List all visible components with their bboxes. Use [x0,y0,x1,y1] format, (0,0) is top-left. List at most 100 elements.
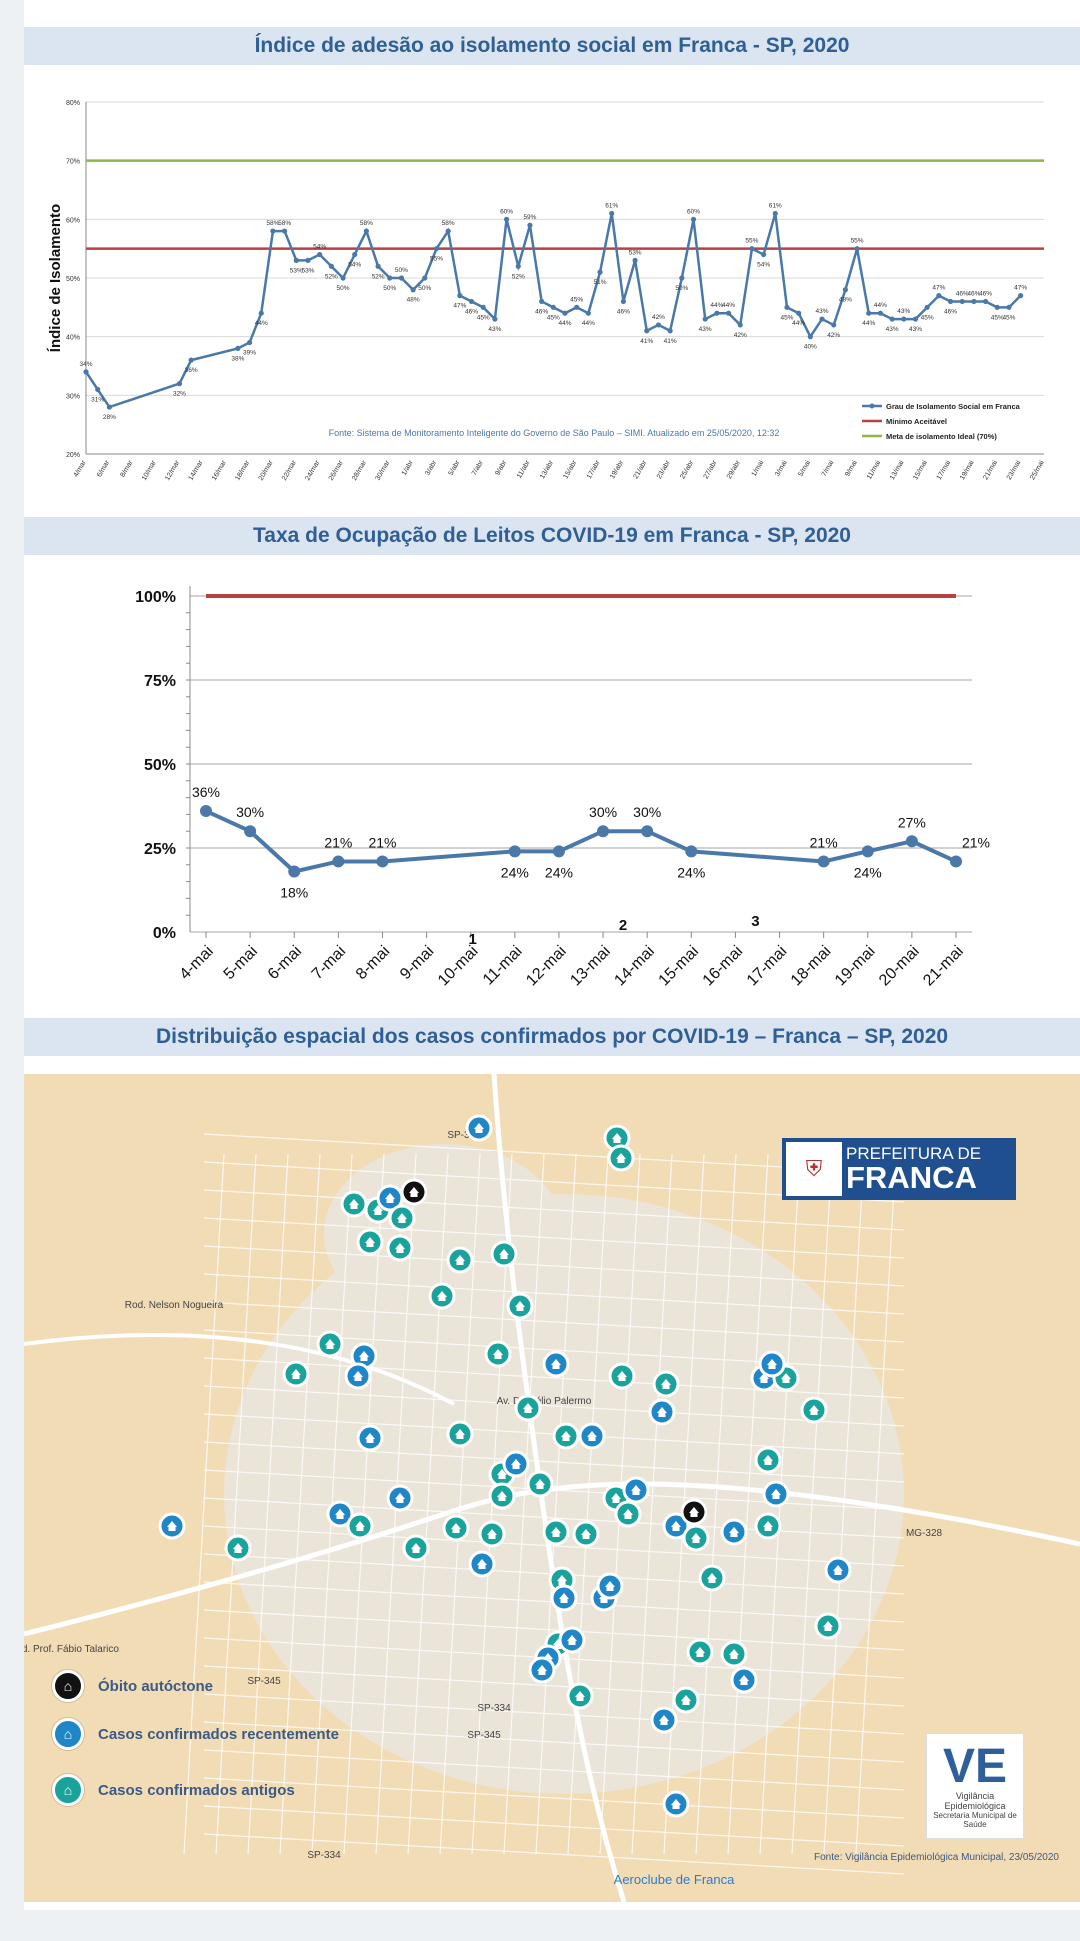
death-marker[interactable] [400,1178,428,1206]
old-case-marker[interactable] [672,1686,700,1714]
old-case-marker[interactable] [614,1500,642,1528]
old-case-marker[interactable] [506,1292,534,1320]
old-case-marker[interactable] [754,1512,782,1540]
recent-case-marker[interactable] [758,1350,786,1378]
recent-case-marker[interactable] [356,1424,384,1452]
house-icon [617,1371,627,1381]
recent-case-marker[interactable] [762,1480,790,1508]
recent-case-marker[interactable] [386,1484,414,1512]
recent-case-marker[interactable] [824,1556,852,1584]
old-case-marker[interactable] [490,1240,518,1268]
isolation-point [282,228,288,234]
recent-case-marker[interactable] [648,1398,676,1426]
recent-case-marker[interactable] [622,1476,650,1504]
death-marker[interactable] [680,1498,708,1526]
recent-case-marker[interactable] [558,1626,586,1654]
old-case-marker[interactable] [720,1640,748,1668]
recent-case-marker[interactable] [720,1518,748,1546]
recent-case-marker[interactable] [578,1422,606,1450]
isolation-data-label: 44% [558,320,571,327]
isolation-data-label: 41% [640,338,653,345]
old-case-marker[interactable] [800,1396,828,1424]
old-case-marker[interactable] [686,1638,714,1666]
old-case-marker[interactable] [484,1340,512,1368]
isolation-point [387,275,393,281]
recent-case-marker[interactable] [376,1184,404,1212]
isolation-data-label: 43% [909,326,922,333]
isolation-data-label: 53% [290,267,303,274]
case-map[interactable]: SP-334 SP-345 SP-334 SP-345 SP-334 MG-328 Rod.… [24,1074,1080,1902]
old-case-marker[interactable] [478,1520,506,1548]
recent-case-marker[interactable] [650,1706,678,1734]
isolation-data-label: 42% [652,314,665,321]
isolation-data-label: 53% [629,249,642,256]
recent-case-marker[interactable] [465,1114,493,1142]
house-icon [325,1339,335,1349]
isolation-data-label: 46% [465,308,478,315]
old-case-marker[interactable] [572,1520,600,1548]
recent-case-marker[interactable] [662,1790,690,1818]
isolation-point [784,304,790,310]
old-case-marker[interactable] [754,1446,782,1474]
house-icon [487,1529,497,1539]
isolation-point [83,369,89,375]
x-tick-label: 16/mar [211,459,228,482]
old-case-marker[interactable] [316,1330,344,1358]
house-icon: ⌂ [52,1670,84,1702]
old-case-marker[interactable] [488,1482,516,1510]
old-case-marker[interactable] [402,1534,430,1562]
old-case-marker[interactable] [566,1682,594,1710]
road-label: SP-345 [467,1730,501,1741]
old-case-marker[interactable] [608,1362,636,1390]
old-case-marker[interactable] [282,1360,310,1388]
old-case-marker[interactable] [446,1420,474,1448]
isolation-point [667,328,673,334]
recent-case-marker[interactable] [468,1550,496,1578]
house-icon [395,1243,405,1253]
x-tick-label: 9-mai [397,943,437,983]
recent-case-marker[interactable] [730,1666,758,1694]
old-case-marker[interactable] [224,1534,252,1562]
old-case-marker[interactable] [682,1524,710,1552]
old-case-marker[interactable] [340,1190,368,1218]
old-case-marker[interactable] [428,1282,456,1310]
occupancy-data-label: 30% [633,804,661,820]
recent-case-marker[interactable] [326,1500,354,1528]
x-tick-label: 15/mai [912,459,929,481]
isolation-point [363,228,369,234]
house-icon [689,1507,699,1517]
isolation-data-label: 46% [944,308,957,315]
occupancy-data-label: 24% [677,864,705,880]
isolation-data-label: 42% [827,332,840,339]
old-case-marker[interactable] [814,1612,842,1640]
old-case-marker[interactable] [356,1228,384,1256]
house-icon [833,1565,843,1575]
old-case-marker[interactable] [442,1514,470,1542]
recent-case-marker[interactable] [502,1450,530,1478]
recent-case-marker[interactable] [528,1656,556,1684]
recent-case-marker[interactable] [344,1362,372,1390]
old-case-marker[interactable] [346,1512,374,1540]
old-case-marker[interactable] [698,1564,726,1592]
old-case-marker[interactable] [652,1370,680,1398]
isolation-data-label: 34% [79,361,92,368]
recent-case-marker[interactable] [542,1350,570,1378]
isolation-data-label: 28% [103,414,116,421]
old-case-marker[interactable] [526,1470,554,1498]
old-case-marker[interactable] [514,1394,542,1422]
old-case-marker[interactable] [388,1204,416,1232]
old-case-marker[interactable] [607,1144,635,1172]
recent-case-marker[interactable] [158,1512,186,1540]
isolation-point [492,316,498,322]
old-case-marker[interactable] [542,1518,570,1546]
old-case-marker[interactable] [446,1246,474,1274]
isolation-point [527,222,533,228]
isolation-point [468,298,475,305]
recent-case-marker[interactable] [550,1584,578,1612]
recent-case-marker[interactable] [662,1512,690,1540]
old-case-marker[interactable] [386,1234,414,1262]
recent-case-marker[interactable] [596,1572,624,1600]
old-case-marker[interactable] [552,1422,580,1450]
house-icon [763,1455,773,1465]
map-title: Distribuição espacial dos casos confirma… [24,1018,1080,1056]
